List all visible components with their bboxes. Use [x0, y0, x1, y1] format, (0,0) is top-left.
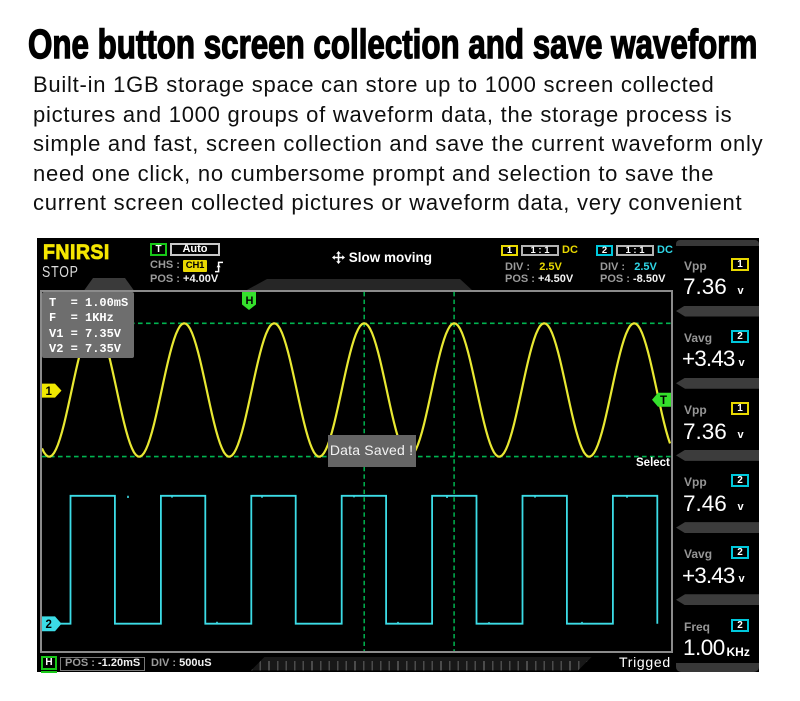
svg-text:H: H — [246, 295, 254, 307]
svg-text:2: 2 — [46, 619, 52, 631]
svg-text:T: T — [660, 395, 667, 407]
svg-text:1: 1 — [46, 386, 53, 398]
